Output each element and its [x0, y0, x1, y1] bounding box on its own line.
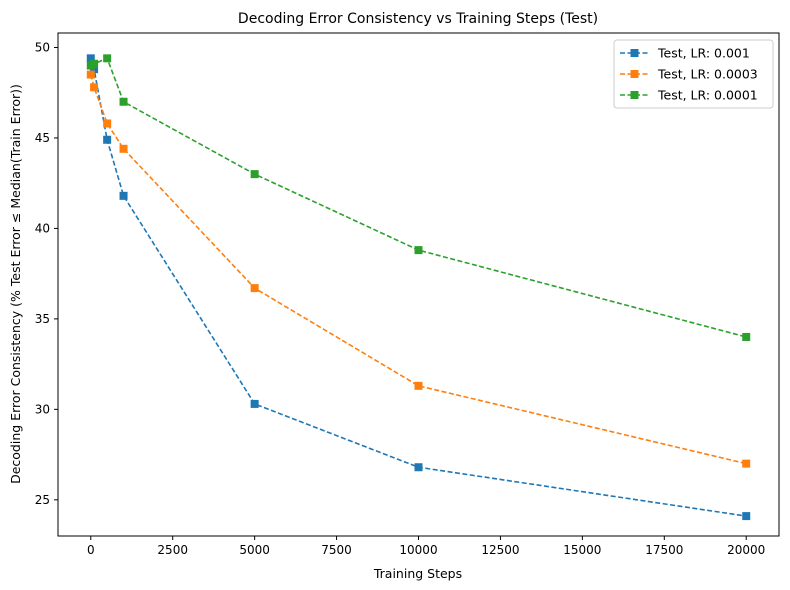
legend-item: Test, LR: 0.0003	[620, 67, 758, 82]
data-point	[742, 459, 751, 468]
x-axis-label: Training Steps	[373, 566, 462, 581]
series-1	[86, 70, 751, 468]
x-tick-label: 5000	[239, 543, 270, 557]
series-2	[86, 54, 751, 341]
legend-item: Test, LR: 0.0001	[620, 88, 758, 103]
legend-label: Test, LR: 0.0003	[657, 67, 758, 82]
data-point	[414, 463, 423, 472]
y-tick-label: 45	[35, 131, 50, 145]
legend-label: Test, LR: 0.0001	[657, 88, 758, 103]
legend: Test, LR: 0.001 Test, LR: 0.0003 Test, LR:…	[613, 39, 774, 109]
data-point	[414, 381, 423, 390]
data-point	[414, 246, 423, 255]
data-point	[250, 170, 259, 179]
chart-title: Decoding Error Consistency vs Training S…	[238, 11, 598, 27]
data-point	[742, 512, 751, 521]
y-tick-label: 40	[35, 221, 50, 235]
data-point	[103, 54, 112, 63]
x-tick-label: 0	[87, 543, 95, 557]
data-point	[250, 399, 259, 408]
y-tick-label: 25	[35, 493, 50, 507]
series-line	[90, 58, 747, 517]
data-point	[86, 70, 95, 79]
data-point	[119, 144, 128, 153]
data-point	[90, 83, 99, 92]
data-point	[86, 54, 95, 63]
y-tick-label: 30	[35, 402, 50, 416]
x-tick-label: 12500	[481, 543, 519, 557]
x-tick-label: 10000	[399, 543, 437, 557]
y-tick-label: 50	[35, 40, 50, 54]
legend-marker	[630, 70, 639, 78]
data-point	[119, 97, 128, 106]
y-axis: 25 30 35 40 45 50	[35, 40, 58, 507]
series-line	[89, 74, 747, 465]
data-point	[103, 119, 112, 128]
legend-box	[613, 39, 774, 109]
legend-marker	[630, 91, 639, 99]
data-point	[742, 332, 751, 341]
x-tick-label: 17500	[645, 543, 683, 557]
series-0	[86, 54, 751, 521]
y-axis-label: Decoding Error Consistency (% Test Error…	[8, 84, 23, 484]
x-axis: 0 2500 5000 7500 10000 12500 15000 17500 20000	[87, 536, 765, 557]
y-tick-label: 35	[35, 312, 50, 326]
data-point	[119, 191, 128, 200]
data-point	[250, 284, 259, 293]
legend-marker	[630, 49, 639, 57]
x-tick-label: 15000	[563, 543, 601, 557]
data-point	[103, 135, 112, 144]
legend-item: Test, LR: 0.001	[620, 46, 750, 61]
x-tick-label: 7500	[321, 543, 352, 557]
x-tick-label: 2500	[157, 543, 188, 557]
legend-label: Test, LR: 0.001	[657, 46, 750, 61]
x-tick-label: 20000	[727, 543, 765, 557]
data-point	[90, 59, 99, 68]
